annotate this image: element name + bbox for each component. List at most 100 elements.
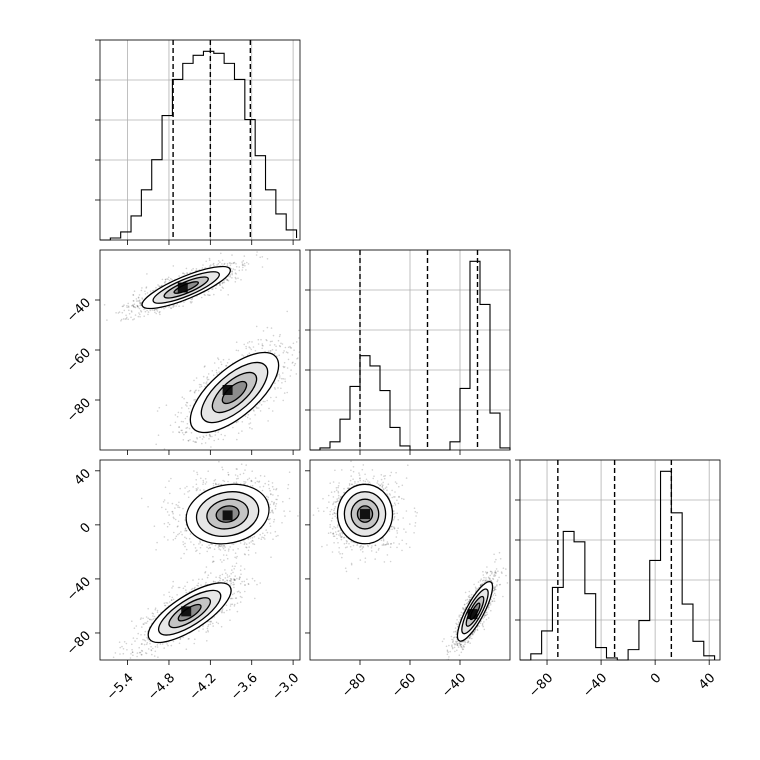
sample-point <box>145 643 148 646</box>
sample-point <box>273 518 276 521</box>
sample-point <box>243 457 245 459</box>
sample-point <box>164 282 166 284</box>
sample-point <box>146 273 148 275</box>
sample-point <box>282 351 285 354</box>
sample-point <box>236 591 239 593</box>
sample-point <box>271 482 274 484</box>
sample-point <box>229 274 232 276</box>
sample-point <box>170 307 172 309</box>
sample-point <box>133 627 136 629</box>
sample-point <box>201 442 203 445</box>
sample-point <box>259 533 262 536</box>
sample-point <box>170 307 173 310</box>
sample-point <box>262 400 265 403</box>
sample-point <box>267 480 270 483</box>
joint-panel-p0-p2 <box>95 457 301 665</box>
sample-point <box>220 361 222 363</box>
sample-point <box>194 398 196 401</box>
sample-point <box>222 579 224 581</box>
sample-point <box>245 546 248 549</box>
sample-point <box>180 429 182 432</box>
sample-point <box>218 371 220 373</box>
sample-point <box>209 547 212 549</box>
sample-point <box>227 279 230 282</box>
sample-point <box>195 269 198 272</box>
sample-point <box>294 362 297 365</box>
sample-point <box>254 482 257 484</box>
sample-point <box>193 543 195 546</box>
sample-point <box>249 347 251 349</box>
sample-point <box>185 537 188 540</box>
sample-point <box>230 262 233 265</box>
sample-point <box>243 343 245 346</box>
sample-point <box>172 516 175 519</box>
sample-point <box>180 531 182 533</box>
sample-point <box>126 304 128 307</box>
sample-point <box>223 544 225 547</box>
sample-point <box>208 544 210 546</box>
sample-point <box>230 597 232 600</box>
sample-point <box>156 410 159 412</box>
sample-point <box>127 306 130 309</box>
sample-point <box>248 346 250 348</box>
sample-point <box>174 421 177 424</box>
sample-point <box>241 269 244 271</box>
sample-point <box>204 483 207 485</box>
sample-point <box>172 304 174 307</box>
sample-point <box>267 498 269 501</box>
sample-point <box>273 352 276 355</box>
sample-point <box>214 434 217 436</box>
sample-point <box>115 312 117 314</box>
sample-point <box>199 546 202 549</box>
sample-point <box>269 344 271 346</box>
sample-point <box>138 294 141 296</box>
sample-point <box>149 290 152 293</box>
sample-point <box>171 279 173 281</box>
sample-point <box>247 538 250 540</box>
sample-point <box>251 539 254 542</box>
sample-point <box>262 330 265 332</box>
sample-point <box>186 272 188 274</box>
sample-point <box>118 311 121 313</box>
sample-point <box>270 556 272 558</box>
sample-point <box>215 371 218 374</box>
sample-point <box>147 313 149 316</box>
sample-point <box>195 550 197 552</box>
sample-point <box>164 486 167 489</box>
sample-point <box>188 537 191 540</box>
sample-point <box>146 642 149 644</box>
sample-point <box>231 593 234 596</box>
sample-point <box>169 424 172 427</box>
sample-point <box>165 404 168 407</box>
sample-point <box>207 547 210 550</box>
sample-point <box>283 366 285 369</box>
sample-point <box>156 611 159 614</box>
sample-point <box>284 346 287 349</box>
sample-point <box>266 531 269 534</box>
sample-point <box>258 480 261 483</box>
sample-point <box>289 375 292 377</box>
sample-point <box>210 543 212 545</box>
sample-point <box>230 579 232 581</box>
sample-point <box>283 510 285 512</box>
sample-point <box>229 580 231 582</box>
sample-point <box>203 436 205 439</box>
sample-point <box>261 344 264 347</box>
sample-point <box>139 302 141 304</box>
sample-point <box>269 518 271 520</box>
sample-point <box>245 543 248 545</box>
sample-point <box>204 583 207 586</box>
sample-point <box>221 561 223 563</box>
sample-point <box>251 341 253 343</box>
sample-point <box>172 512 174 515</box>
sample-point <box>103 304 106 306</box>
sample-point <box>186 415 188 418</box>
sample-point <box>260 338 262 341</box>
sample-point <box>127 302 129 305</box>
sample-point <box>242 472 245 475</box>
sample-point <box>125 314 127 317</box>
sample-point <box>131 304 133 307</box>
sample-point <box>274 530 277 533</box>
sample-point <box>133 306 136 308</box>
sample-point <box>234 474 237 476</box>
